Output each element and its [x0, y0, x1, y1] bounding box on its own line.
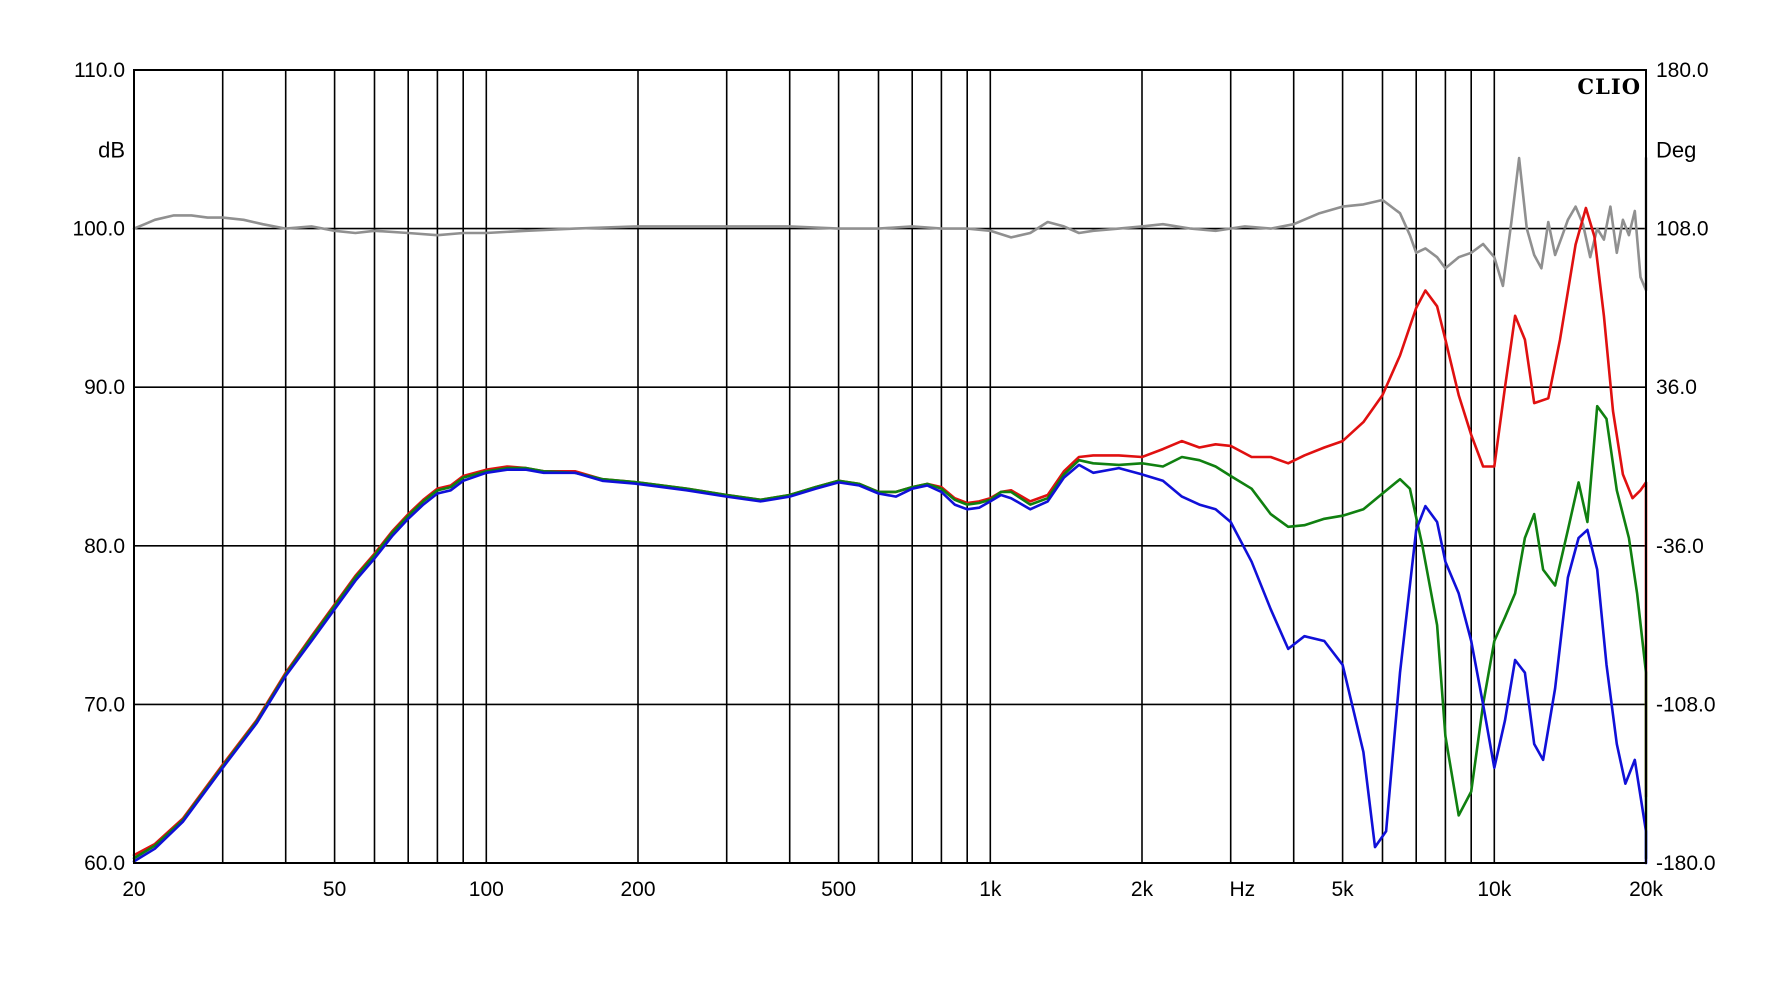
plot-frame	[133, 69, 1647, 864]
right-tick-label: 36.0	[1656, 376, 1697, 399]
x-axis-unit: Hz	[1229, 878, 1255, 901]
right-tick-label: 180.0	[1656, 59, 1709, 82]
left-tick-label: 70.0	[84, 693, 125, 716]
left-axis-ticks: 60.0 70.0 80.0 90.0 100.0 110.0	[72, 59, 125, 875]
series-line-level	[132, 404, 1648, 860]
right-tick-label: 108.0	[1656, 218, 1709, 241]
left-tick-label: 60.0	[84, 852, 125, 875]
right-tick-label: -180.0	[1656, 852, 1716, 875]
x-tick-label: 2k	[1131, 878, 1154, 901]
x-tick-label: 500	[821, 878, 856, 901]
x-tick-label: 10k	[1477, 878, 1511, 901]
x-tick-label: 20	[122, 878, 145, 901]
clio-brand-label: CLIO	[1577, 74, 1641, 99]
x-tick-label: 200	[620, 878, 655, 901]
right-axis-ticks: -180.0 -108.0 -36.0 36.0 108.0 180.0	[1656, 59, 1716, 875]
x-tick-label: 100	[469, 878, 504, 901]
right-tick-label: -36.0	[1656, 535, 1704, 558]
data-curves	[132, 156, 1648, 865]
right-axis-unit: Deg	[1656, 137, 1696, 162]
left-tick-label: 110.0	[74, 59, 125, 82]
left-axis-unit: dB	[98, 137, 125, 162]
left-tick-label: 80.0	[84, 535, 125, 558]
grid-lines	[133, 69, 1647, 864]
series-line-phase	[132, 156, 1648, 292]
x-axis-ticks: 20 50 100 200 500 1k 2k 5k 10k 20k	[122, 878, 1663, 901]
x-tick-label: 5k	[1332, 878, 1355, 901]
x-tick-label: 20k	[1629, 878, 1663, 901]
left-tick-label: 100.0	[72, 218, 125, 241]
right-tick-label: -108.0	[1656, 693, 1716, 716]
x-tick-label: 50	[323, 878, 346, 901]
x-tick-label: 1k	[979, 878, 1002, 901]
series-line-level	[132, 206, 1648, 857]
left-tick-label: 90.0	[84, 376, 125, 399]
series-line-level	[132, 463, 1648, 865]
